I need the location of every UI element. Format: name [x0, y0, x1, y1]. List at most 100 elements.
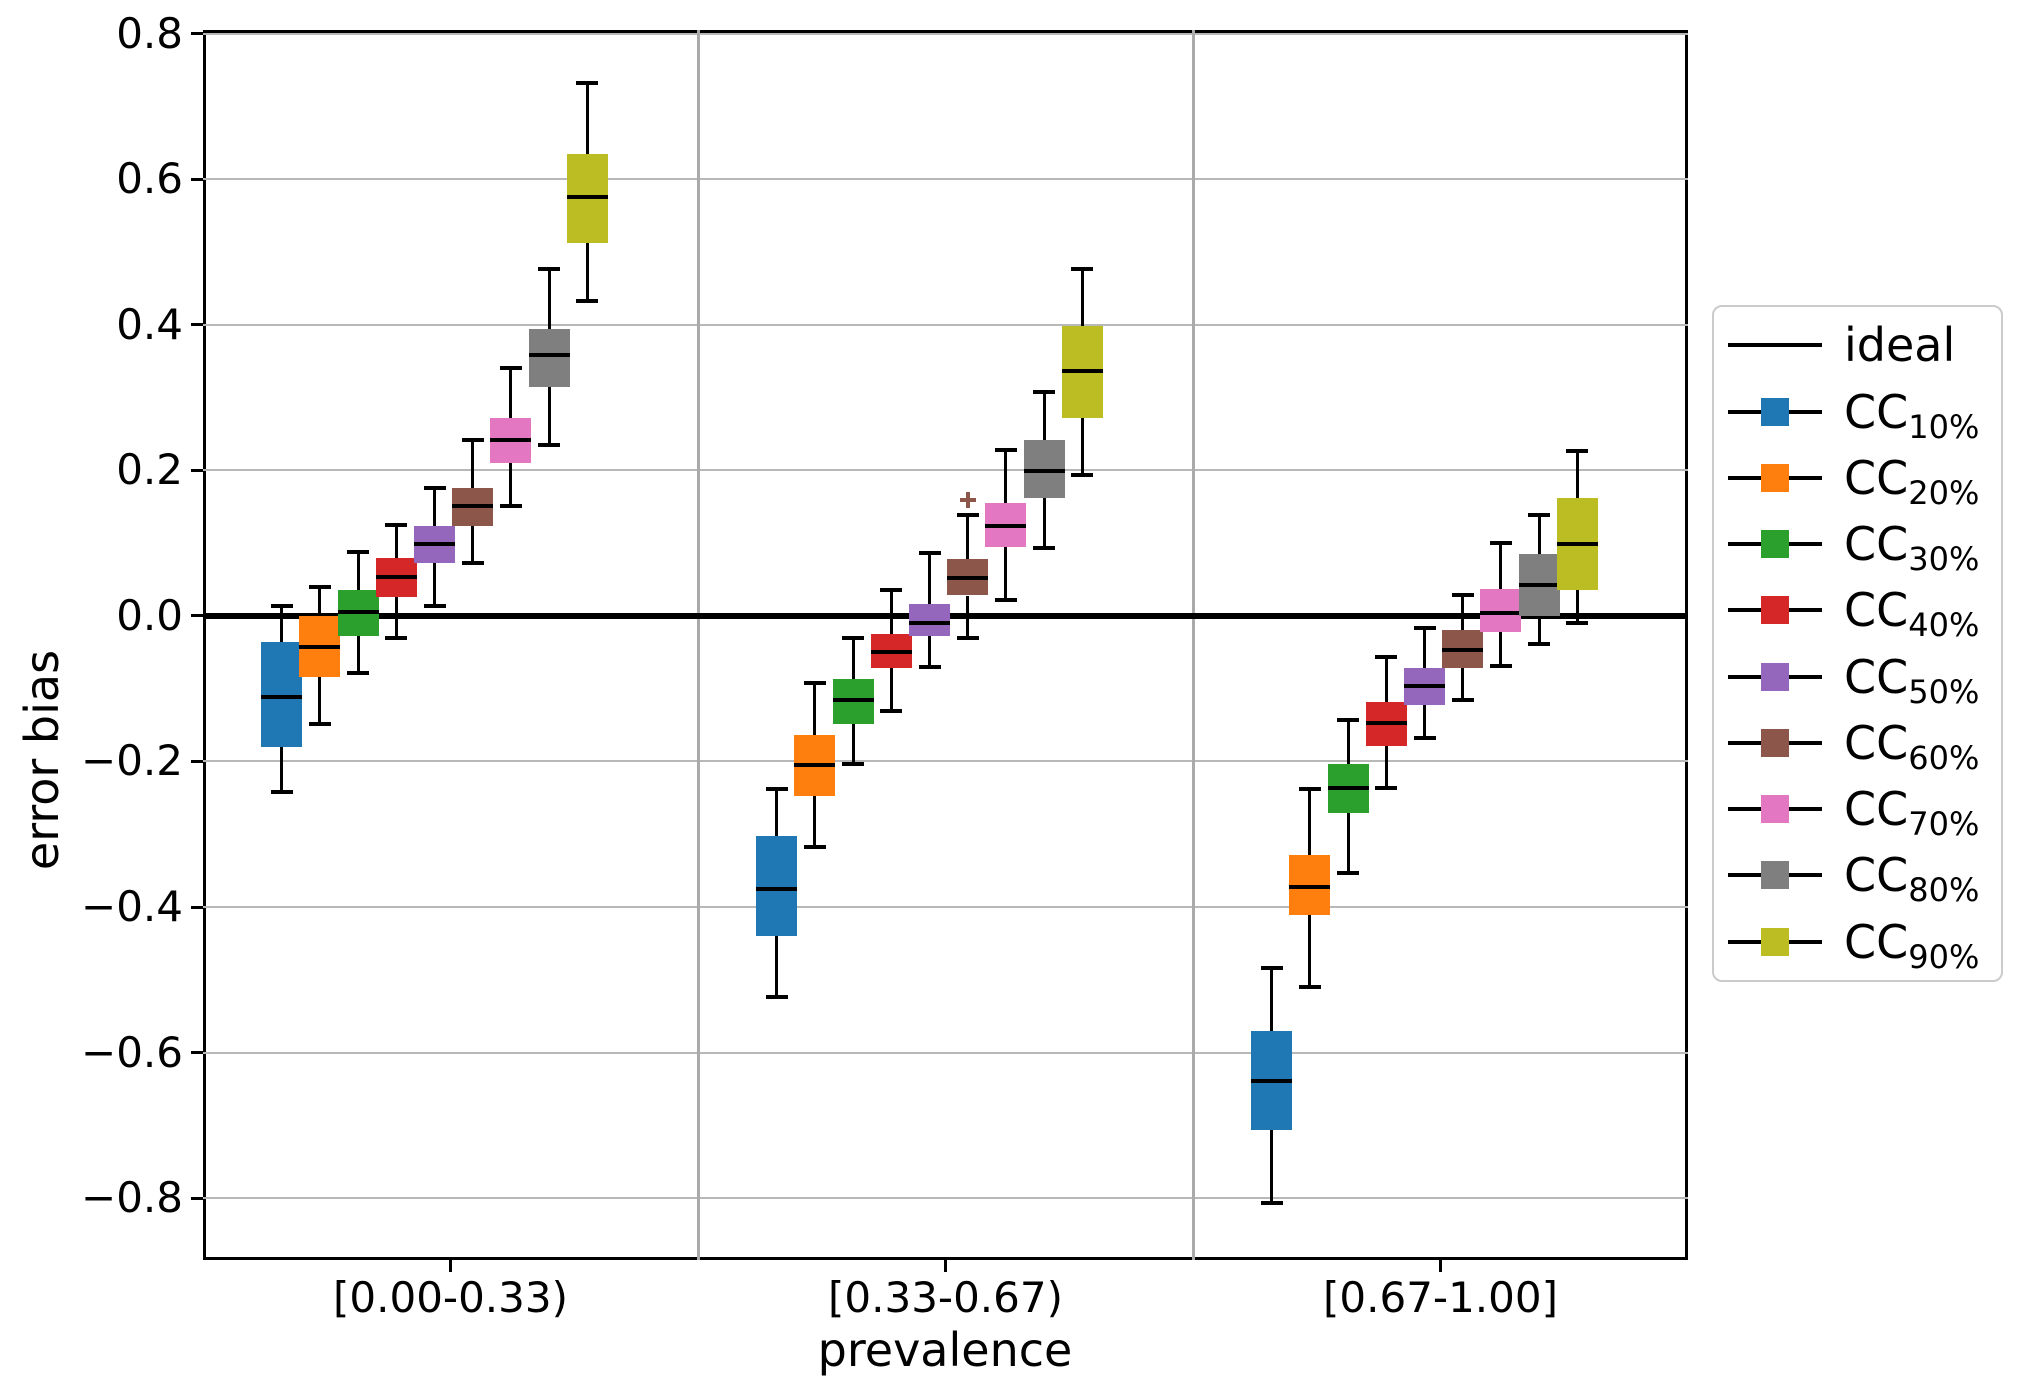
whisker-line: [889, 589, 893, 635]
legend-label-cc-60: CC60%: [1844, 720, 1979, 774]
whisker-cap-low: [538, 442, 561, 447]
whisker-line: [1423, 627, 1426, 668]
legend-color-swatch-cc-30: [1761, 530, 1789, 559]
y-gridline: [203, 469, 1688, 472]
y-gridline: [203, 1197, 1688, 1200]
whisker-cap-low: [423, 604, 446, 609]
whisker-line: [1270, 1130, 1274, 1204]
outlier-marker: [959, 498, 976, 503]
panel-separator: [696, 30, 700, 1260]
y-tick-label: 0.8: [116, 8, 183, 58]
whisker-line: [394, 524, 398, 558]
whisker-cap-low: [1566, 621, 1589, 626]
legend-color-swatch-cc-70: [1761, 795, 1789, 824]
legend-sample-line: [1728, 343, 1822, 348]
legend-label-subscript: 30%: [1908, 540, 1980, 579]
legend-color-swatch-cc-90: [1761, 927, 1789, 956]
y-tick-label: 0.4: [116, 299, 183, 349]
whisker-line: [851, 637, 855, 680]
whisker-line: [1461, 667, 1465, 701]
whisker-line: [1346, 813, 1350, 873]
whisker-cap-high: [1451, 592, 1474, 597]
y-gridline: [203, 323, 1688, 326]
whisker-line: [433, 562, 436, 607]
whisker-cap-low: [308, 721, 331, 726]
whisker-cap-high: [918, 551, 941, 556]
whisker-line: [813, 682, 817, 736]
legend-label-cc-90: CC90%: [1844, 919, 1979, 973]
whisker-line: [356, 551, 360, 590]
legend: ideal CC10% CC20% CC30% CC40% CC50% CC60% CC70%…: [1712, 305, 2003, 982]
legend-item-cc-80: CC80%: [1728, 847, 2001, 906]
x-tick-label: [0.67-1.00]: [1323, 1273, 1558, 1322]
whisker-line: [1080, 417, 1084, 476]
box-cc-50-group-1: [909, 603, 950, 636]
y-tick-mark: [191, 323, 203, 327]
legend-label-cc-30: CC30%: [1844, 521, 1979, 575]
whisker-line: [1575, 450, 1579, 498]
legend-box-swatch: [1728, 860, 1822, 890]
whisker-line: [1384, 746, 1388, 788]
whisker-line: [1080, 268, 1084, 327]
whisker-line: [775, 936, 779, 997]
legend-label-subscript: 60%: [1908, 738, 1980, 777]
legend-box-swatch: [1728, 529, 1822, 559]
box-cc-80-group-1: [1023, 439, 1065, 498]
box-cc-20-group-2: [1289, 854, 1331, 916]
y-gridline: [203, 32, 1688, 35]
whisker-line: [1346, 719, 1350, 765]
legend-label-text: CC: [1844, 914, 1909, 969]
legend-label-subscript: 10%: [1908, 407, 1980, 446]
legend-label-cc-70: CC70%: [1844, 786, 1979, 840]
whisker-cap-high: [347, 549, 370, 554]
median-line: [947, 576, 989, 581]
legend-color-swatch-cc-60: [1761, 728, 1789, 757]
whisker-line: [1004, 546, 1008, 600]
whisker-line: [585, 242, 589, 302]
legend-label-subscript: 70%: [1908, 805, 1980, 844]
median-line: [985, 524, 1027, 529]
legend-box-swatch: [1728, 662, 1822, 692]
whisker-line: [1537, 615, 1541, 644]
whisker-line: [318, 677, 322, 724]
legend-box-swatch: [1728, 595, 1822, 625]
median-line: [414, 541, 455, 546]
legend-color-swatch-cc-50: [1761, 662, 1789, 691]
legend-box-swatch: [1728, 463, 1822, 493]
y-gridline: [203, 178, 1688, 181]
legend-label-text: ideal: [1844, 318, 1956, 373]
whisker-line: [1537, 514, 1541, 555]
whisker-cap-high: [538, 267, 561, 272]
y-tick-mark: [191, 614, 203, 618]
legend-item-cc-60: CC60%: [1728, 715, 2001, 774]
whisker-cap-high: [1413, 625, 1436, 630]
legend-box-swatch: [1728, 397, 1822, 427]
whisker-cap-low: [1260, 1201, 1283, 1206]
legend-label-subscript: 90%: [1908, 937, 1980, 976]
x-tick-mark: [449, 1260, 452, 1272]
legend-label-text: CC: [1844, 848, 1909, 903]
whisker-cap-low: [461, 561, 484, 566]
y-gridline: [203, 1051, 1688, 1054]
whisker-cap-low: [385, 636, 408, 641]
whisker-cap-high: [803, 680, 826, 685]
whisker-cap-low: [1337, 870, 1360, 875]
legend-label-text: CC: [1844, 715, 1909, 770]
whisker-line: [775, 789, 779, 837]
legend-label-text: CC: [1844, 384, 1909, 439]
legend-label-text: CC: [1844, 450, 1909, 505]
legend-label-subscript: 40%: [1908, 606, 1980, 645]
whisker-line: [1423, 704, 1426, 739]
box-cc-10-group-1: [756, 836, 798, 937]
whisker-cap-high: [1071, 266, 1094, 271]
y-tick-label: 0.2: [116, 445, 183, 495]
whisker-line: [1308, 915, 1312, 988]
median-line: [1442, 648, 1484, 653]
legend-item-cc-40: CC40%: [1728, 582, 2001, 641]
median-line: [299, 645, 341, 650]
y-tick-mark: [191, 468, 203, 472]
panel-separator: [1191, 30, 1195, 1260]
whisker-cap-low: [1489, 664, 1512, 669]
median-line: [1023, 469, 1065, 474]
